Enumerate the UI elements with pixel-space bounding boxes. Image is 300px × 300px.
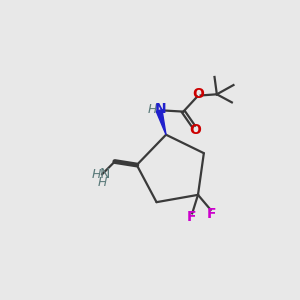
Polygon shape [156, 110, 166, 135]
Text: N: N [99, 167, 110, 181]
Text: H: H [92, 168, 101, 181]
Text: F: F [187, 211, 196, 224]
Text: H: H [98, 176, 107, 189]
Text: F: F [206, 207, 216, 221]
Text: N: N [155, 102, 167, 116]
Text: O: O [189, 123, 201, 137]
Text: O: O [192, 87, 204, 101]
Text: H: H [148, 103, 157, 116]
